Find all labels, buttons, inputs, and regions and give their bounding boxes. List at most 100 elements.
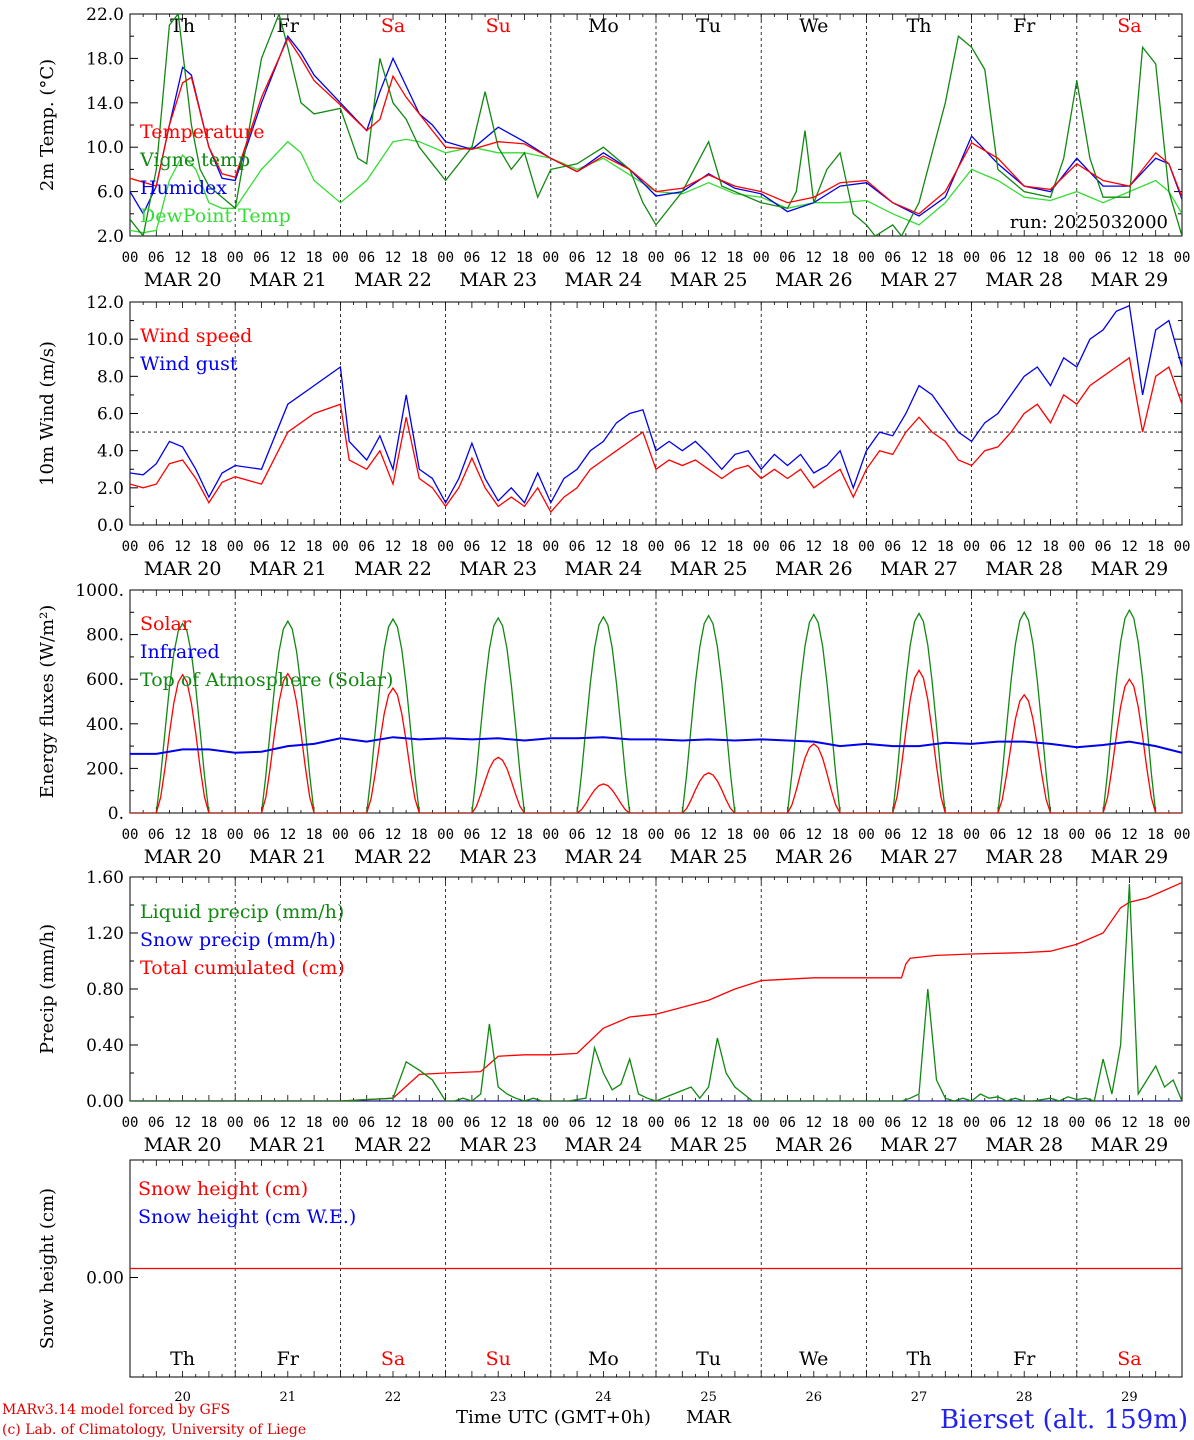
hour-label: 06 bbox=[148, 250, 165, 266]
weekday-label: Fr bbox=[1013, 1348, 1036, 1370]
hour-label: 18 bbox=[306, 250, 323, 266]
y-tick-label: 22.0 bbox=[86, 5, 124, 25]
hour-label: 12 bbox=[805, 250, 822, 266]
legend-entry: Temperature bbox=[140, 121, 264, 143]
hour-label: 00 bbox=[332, 539, 349, 555]
y-axis-label: Precip (mm/h) bbox=[37, 924, 58, 1054]
y-tick-label: 18.0 bbox=[86, 49, 124, 69]
hour-label: 12 bbox=[490, 250, 507, 266]
hour-label: 12 bbox=[911, 539, 928, 555]
hour-label: 06 bbox=[674, 1115, 691, 1131]
hour-label: 18 bbox=[621, 250, 638, 266]
hour-label: 18 bbox=[1147, 1115, 1164, 1131]
hour-label: 18 bbox=[200, 1115, 217, 1131]
hour-label: 12 bbox=[1016, 250, 1033, 266]
weekday-label: Fr bbox=[277, 15, 300, 37]
hour-label: 06 bbox=[674, 539, 691, 555]
hour-label: 12 bbox=[805, 1115, 822, 1131]
hour-label: 00 bbox=[227, 827, 244, 843]
weekday-label: We bbox=[799, 15, 828, 37]
chart-panel-5: 0.00 Snow height (cm) Th Fr Sa Su Mo Tu We Th Fr Sa… bbox=[37, 1159, 1183, 1405]
hour-label: 12 bbox=[595, 250, 612, 266]
chart-panel-2: 0.0 2.0 4.0 6.0 8.0 10.0 12.0 10m Wind (m/s) 00 0… bbox=[37, 293, 1190, 580]
date-label: MAR 20 bbox=[144, 269, 222, 291]
y-tick-label: 1.60 bbox=[86, 868, 124, 888]
hour-label: 00 bbox=[753, 250, 770, 266]
date-label: MAR 22 bbox=[354, 558, 432, 580]
hour-label: 12 bbox=[700, 250, 717, 266]
legend-entry: DewPoint Temp bbox=[140, 205, 291, 227]
date-label: MAR 29 bbox=[1091, 846, 1169, 868]
date-label: MAR 23 bbox=[459, 846, 537, 868]
hour-label: 12 bbox=[174, 1115, 191, 1131]
hour-label: 18 bbox=[937, 827, 954, 843]
date-label: MAR 28 bbox=[985, 1134, 1063, 1156]
y-tick-label: 0. bbox=[108, 804, 124, 824]
hour-label: 12 bbox=[1016, 827, 1033, 843]
hour-label: 06 bbox=[148, 827, 165, 843]
weekday-label: Su bbox=[486, 1348, 511, 1370]
hour-label: 06 bbox=[569, 539, 586, 555]
y-tick-label: 10.0 bbox=[86, 330, 124, 350]
date-label: MAR 21 bbox=[249, 1134, 327, 1156]
hour-label: 00 bbox=[1174, 539, 1191, 555]
hour-label: 18 bbox=[937, 539, 954, 555]
hour-label: 18 bbox=[726, 250, 743, 266]
date-label: MAR 23 bbox=[459, 558, 537, 580]
hour-label: 18 bbox=[621, 539, 638, 555]
legend-entry: Total cumulated (cm) bbox=[140, 957, 345, 979]
weekday-label: Th bbox=[170, 15, 195, 37]
weekday-label: Sa bbox=[381, 1348, 405, 1370]
hour-label: 12 bbox=[279, 827, 296, 843]
y-tick-label: 0.80 bbox=[86, 980, 124, 1000]
hour-label: 12 bbox=[385, 1115, 402, 1131]
date-label: MAR 21 bbox=[249, 269, 327, 291]
hour-label: 12 bbox=[279, 539, 296, 555]
hour-label: 00 bbox=[227, 250, 244, 266]
hour-label: 00 bbox=[858, 250, 875, 266]
hour-label: 06 bbox=[989, 539, 1006, 555]
hour-label: 18 bbox=[516, 250, 533, 266]
y-tick-label: 0.00 bbox=[86, 1269, 124, 1289]
hour-label: 18 bbox=[726, 1115, 743, 1131]
day-number-label: 21 bbox=[280, 1390, 297, 1405]
weekday-label: Sa bbox=[1117, 15, 1141, 37]
hour-label: 18 bbox=[411, 250, 428, 266]
legend-entry: Solar bbox=[140, 613, 192, 635]
hour-label: 00 bbox=[542, 250, 559, 266]
hour-label: 12 bbox=[490, 1115, 507, 1131]
date-label: MAR 25 bbox=[670, 558, 748, 580]
hour-label: 00 bbox=[963, 539, 980, 555]
y-tick-label: 0.0 bbox=[97, 516, 124, 536]
hour-label: 12 bbox=[805, 539, 822, 555]
hour-label: 00 bbox=[1068, 827, 1085, 843]
hour-label: 06 bbox=[358, 539, 375, 555]
chart-panel-4: 0.00 0.40 0.80 1.20 1.60 Precip (mm/h) 00 06 12 1… bbox=[37, 868, 1190, 1156]
hour-label: 06 bbox=[463, 827, 480, 843]
y-tick-label: 12.0 bbox=[86, 293, 124, 313]
hour-label: 12 bbox=[700, 827, 717, 843]
legend-entry: Vigne temp bbox=[139, 149, 250, 171]
day-number-label: 20 bbox=[174, 1390, 191, 1405]
day-number-label: 22 bbox=[385, 1390, 402, 1405]
day-number-label: 25 bbox=[700, 1390, 717, 1405]
hour-label: 18 bbox=[1042, 539, 1059, 555]
hour-label: 06 bbox=[148, 539, 165, 555]
y-axis-label: Energy fluxes (W/m²) bbox=[37, 605, 58, 799]
date-label: MAR 29 bbox=[1091, 1134, 1169, 1156]
hour-label: 06 bbox=[569, 827, 586, 843]
series-line-wind-gust bbox=[130, 304, 1182, 505]
hour-label: 00 bbox=[122, 539, 139, 555]
hour-label: 18 bbox=[832, 827, 849, 843]
hour-label: 00 bbox=[1174, 250, 1191, 266]
hour-label: 18 bbox=[306, 1115, 323, 1131]
hour-label: 18 bbox=[200, 250, 217, 266]
hour-label: 00 bbox=[648, 1115, 665, 1131]
hour-label: 12 bbox=[279, 250, 296, 266]
hour-label: 06 bbox=[989, 250, 1006, 266]
date-label: MAR 28 bbox=[985, 846, 1063, 868]
legend-entry: Snow height (cm) bbox=[138, 1178, 308, 1200]
date-label: MAR 21 bbox=[249, 558, 327, 580]
hour-label: 12 bbox=[911, 250, 928, 266]
y-tick-label: 6.0 bbox=[97, 183, 124, 203]
